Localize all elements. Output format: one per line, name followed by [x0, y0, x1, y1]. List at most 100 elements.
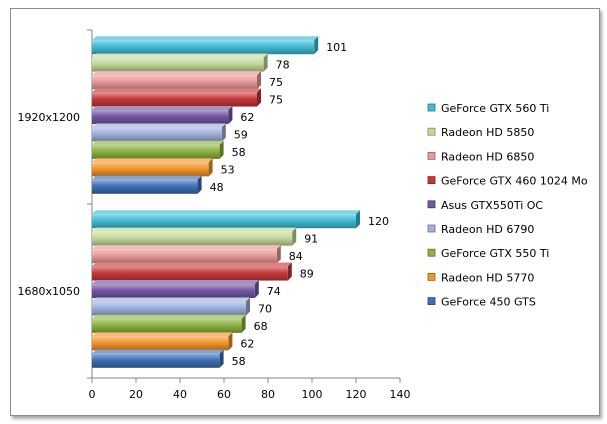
bar-end-face	[197, 175, 202, 194]
bar	[92, 301, 246, 316]
bar-top-face	[92, 349, 224, 354]
bar	[92, 353, 220, 368]
data-label: 58	[232, 146, 246, 159]
legend-swatch	[427, 151, 436, 160]
legend-swatch	[427, 200, 436, 209]
bar-top-face	[92, 227, 297, 232]
bar	[92, 249, 277, 264]
bar	[92, 144, 220, 159]
bar	[92, 318, 242, 333]
bar-end-face	[228, 106, 233, 124]
data-label: 59	[234, 128, 248, 141]
bar-top-face	[92, 297, 250, 302]
bar-end-face	[228, 332, 233, 351]
bar-end-face	[356, 210, 360, 229]
data-label: 75	[269, 76, 283, 89]
data-label: 89	[300, 268, 314, 281]
bar-end-face	[208, 158, 213, 177]
data-label: 101	[326, 41, 347, 54]
data-label: 58	[232, 355, 246, 368]
data-label: 84	[289, 250, 303, 263]
bar-end-face	[254, 280, 259, 298]
bar-end-face	[263, 53, 268, 72]
bar	[92, 162, 209, 177]
legend-swatch	[427, 297, 436, 306]
bar-end-face	[287, 262, 292, 281]
bar	[92, 127, 222, 142]
legend-label: Asus GTX550Ti OC	[441, 199, 543, 212]
x-tick-label: 40	[173, 388, 187, 401]
bar-end-face	[276, 245, 281, 264]
bar-top-face	[92, 71, 261, 76]
data-label: 62	[240, 111, 254, 124]
legend-swatch	[427, 224, 436, 233]
bar	[92, 75, 257, 90]
legend-label: GeForce 450 GTS	[441, 296, 536, 309]
bar	[92, 179, 198, 194]
bar-top-face	[92, 175, 202, 180]
legend-label: GeForce GTX 550 Ti	[441, 247, 549, 260]
legend-label: Radeon HD 6790	[441, 223, 534, 236]
bar-top-face	[92, 210, 360, 215]
data-label: 48	[210, 181, 224, 194]
x-tick-label: 80	[261, 388, 275, 401]
bar-top-face	[92, 106, 233, 110]
bar	[92, 266, 288, 281]
data-label: 91	[304, 233, 318, 246]
x-tick-label: 140	[390, 388, 411, 401]
x-tick-label: 0	[89, 388, 96, 401]
category-label: 1920x1200	[18, 111, 81, 124]
x-tick-label: 20	[129, 388, 143, 401]
bar-top-face	[92, 36, 319, 41]
bar	[92, 214, 356, 229]
bar	[92, 57, 264, 72]
x-tick-label: 120	[346, 388, 367, 401]
bar-top-face	[92, 314, 246, 319]
data-label: 53	[221, 163, 235, 176]
legend-label: Radeon HD 5850	[441, 126, 534, 139]
data-label: 74	[267, 285, 281, 298]
bar-top-face	[92, 88, 261, 93]
bar-end-face	[219, 349, 224, 368]
legend-swatch	[427, 127, 436, 136]
bar-end-face	[241, 314, 246, 333]
data-label: 62	[240, 337, 254, 350]
bar-end-face	[219, 140, 224, 159]
bar-end-face	[257, 88, 261, 107]
bar-top-face	[92, 332, 233, 337]
bar	[92, 231, 293, 246]
legend-label: Radeon HD 5770	[441, 271, 534, 284]
legend-swatch	[427, 272, 436, 281]
data-label: 68	[254, 320, 268, 333]
x-tick-label: 60	[217, 388, 231, 401]
legend-label: GeForce GTX 560 Ti	[441, 102, 549, 115]
bar-top-face	[92, 158, 213, 163]
bar	[92, 284, 255, 298]
data-label: 78	[276, 59, 290, 72]
legend-swatch	[427, 176, 436, 185]
bar-top-face	[92, 53, 268, 58]
bar-top-face	[92, 280, 259, 284]
data-label: 75	[269, 94, 283, 107]
bar-end-face	[221, 123, 226, 142]
legend-swatch	[427, 103, 436, 112]
bar	[92, 336, 229, 351]
legend-label: GeForce GTX 460 1024 Mo	[441, 175, 588, 188]
category-label: 1680x1050	[18, 285, 81, 298]
bar-top-face	[92, 245, 281, 250]
bar-end-face	[314, 36, 319, 55]
bar-end-face	[257, 71, 261, 90]
data-label: 120	[368, 215, 389, 228]
legend-swatch	[427, 248, 436, 257]
bar	[92, 40, 315, 55]
bar	[92, 92, 257, 107]
data-label: 70	[258, 302, 272, 315]
x-tick-label: 100	[302, 388, 323, 401]
bar	[92, 110, 229, 124]
legend-label: Radeon HD 6850	[441, 150, 534, 163]
bar-top-face	[92, 140, 224, 145]
bar-top-face	[92, 262, 292, 267]
bar-end-face	[246, 297, 250, 316]
bar-top-face	[92, 123, 226, 128]
